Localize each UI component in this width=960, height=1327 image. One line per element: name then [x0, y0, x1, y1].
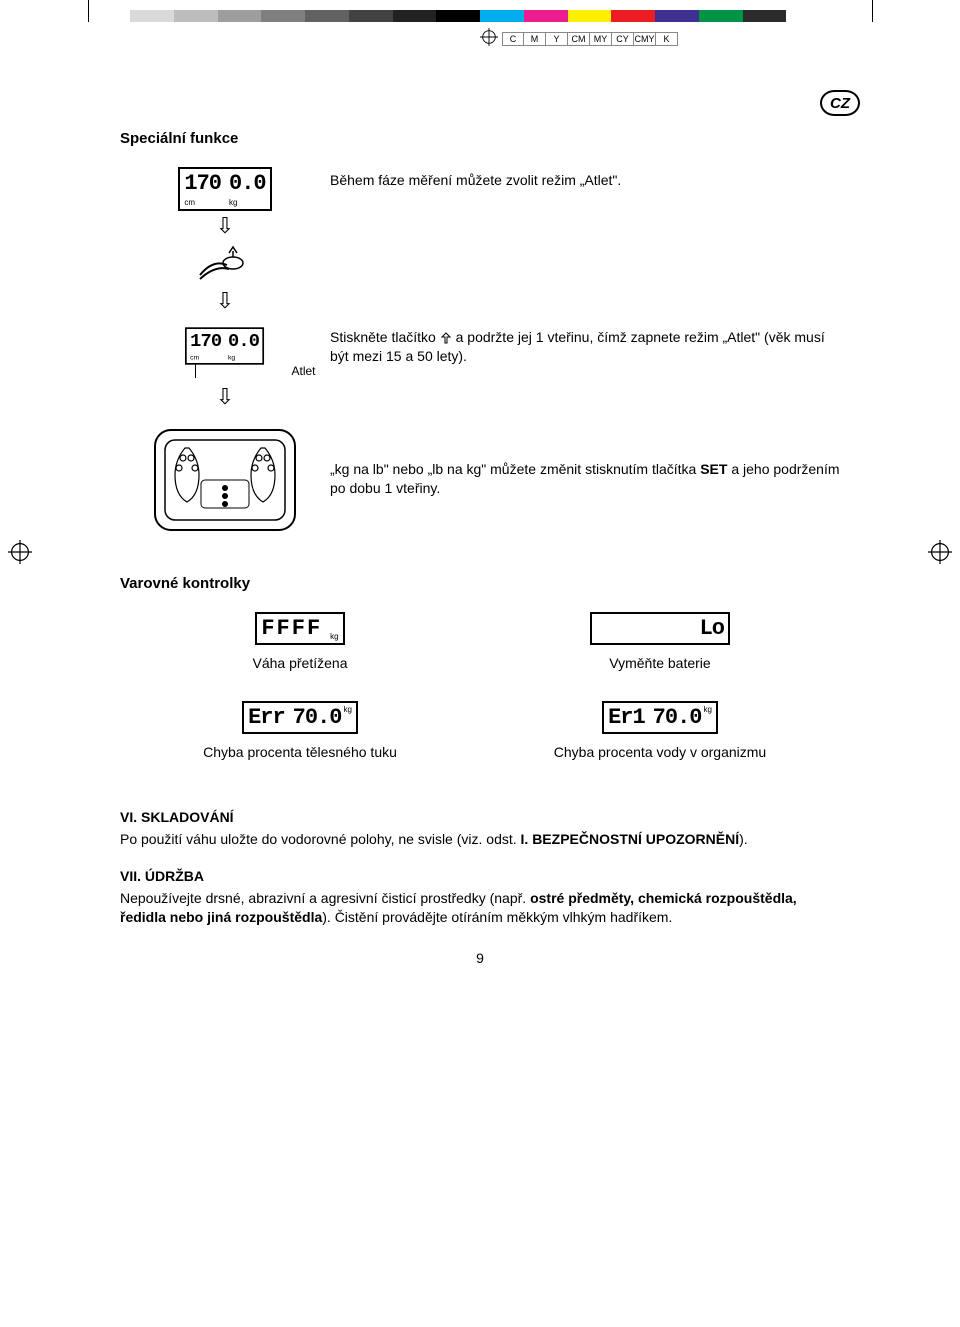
- crop-mark: [88, 0, 89, 22]
- warning-fat-error: Err 70.0kg Chyba procenta tělesného tuku: [120, 701, 480, 760]
- lcd-display: 170cm 0.0kg: [185, 327, 264, 364]
- down-arrow-icon: ⇩: [120, 215, 330, 237]
- down-arrow-icon: ⇩: [120, 290, 330, 312]
- maintenance-text: Nepoužívejte drsné, abrazivní a agresivn…: [120, 889, 840, 928]
- lcd-display: 170cm 0.0kg: [178, 167, 271, 211]
- heading-maintenance: VII. ÚDRŽBA: [120, 867, 840, 887]
- print-colorbar: [130, 10, 830, 22]
- warning-overload: FFFFkg Váha přetížena: [120, 612, 480, 671]
- registration-mark-icon: [8, 540, 32, 569]
- heading-storage: VI. SKLADOVÁNÍ: [120, 808, 840, 828]
- press-button-icon: [195, 241, 255, 281]
- atlet-callout-label: Atlet: [195, 364, 405, 378]
- heading-warning-indicators: Varovné kontrolky: [120, 575, 840, 592]
- heading-special-functions: Speciální funkce: [120, 130, 840, 147]
- down-arrow-icon: ⇩: [120, 386, 330, 408]
- registration-mark-icon: [480, 28, 498, 46]
- registration-mark-icon: [928, 540, 952, 569]
- warning-low-battery: Lo Vyměňte baterie: [480, 612, 840, 671]
- step-text: Stiskněte tlačítko a podržte jej 1 vteři…: [330, 324, 840, 366]
- crop-mark: [872, 0, 873, 22]
- cmyk-labels: CMYCMMYCYCMYK: [502, 32, 678, 46]
- step-text: „kg na lb" nebo „lb na kg" můžete změnit…: [330, 420, 840, 498]
- scale-illustration: [145, 420, 305, 540]
- warning-water-error: Er1 70.0kg Chyba procenta vody v organiz…: [480, 701, 840, 760]
- storage-text: Po použití váhu uložte do vodorovné polo…: [120, 830, 840, 850]
- step-text: Během fáze měření můžete zvolit režim „A…: [330, 167, 840, 190]
- language-badge: CZ: [820, 90, 860, 116]
- page-number: 9: [120, 950, 840, 966]
